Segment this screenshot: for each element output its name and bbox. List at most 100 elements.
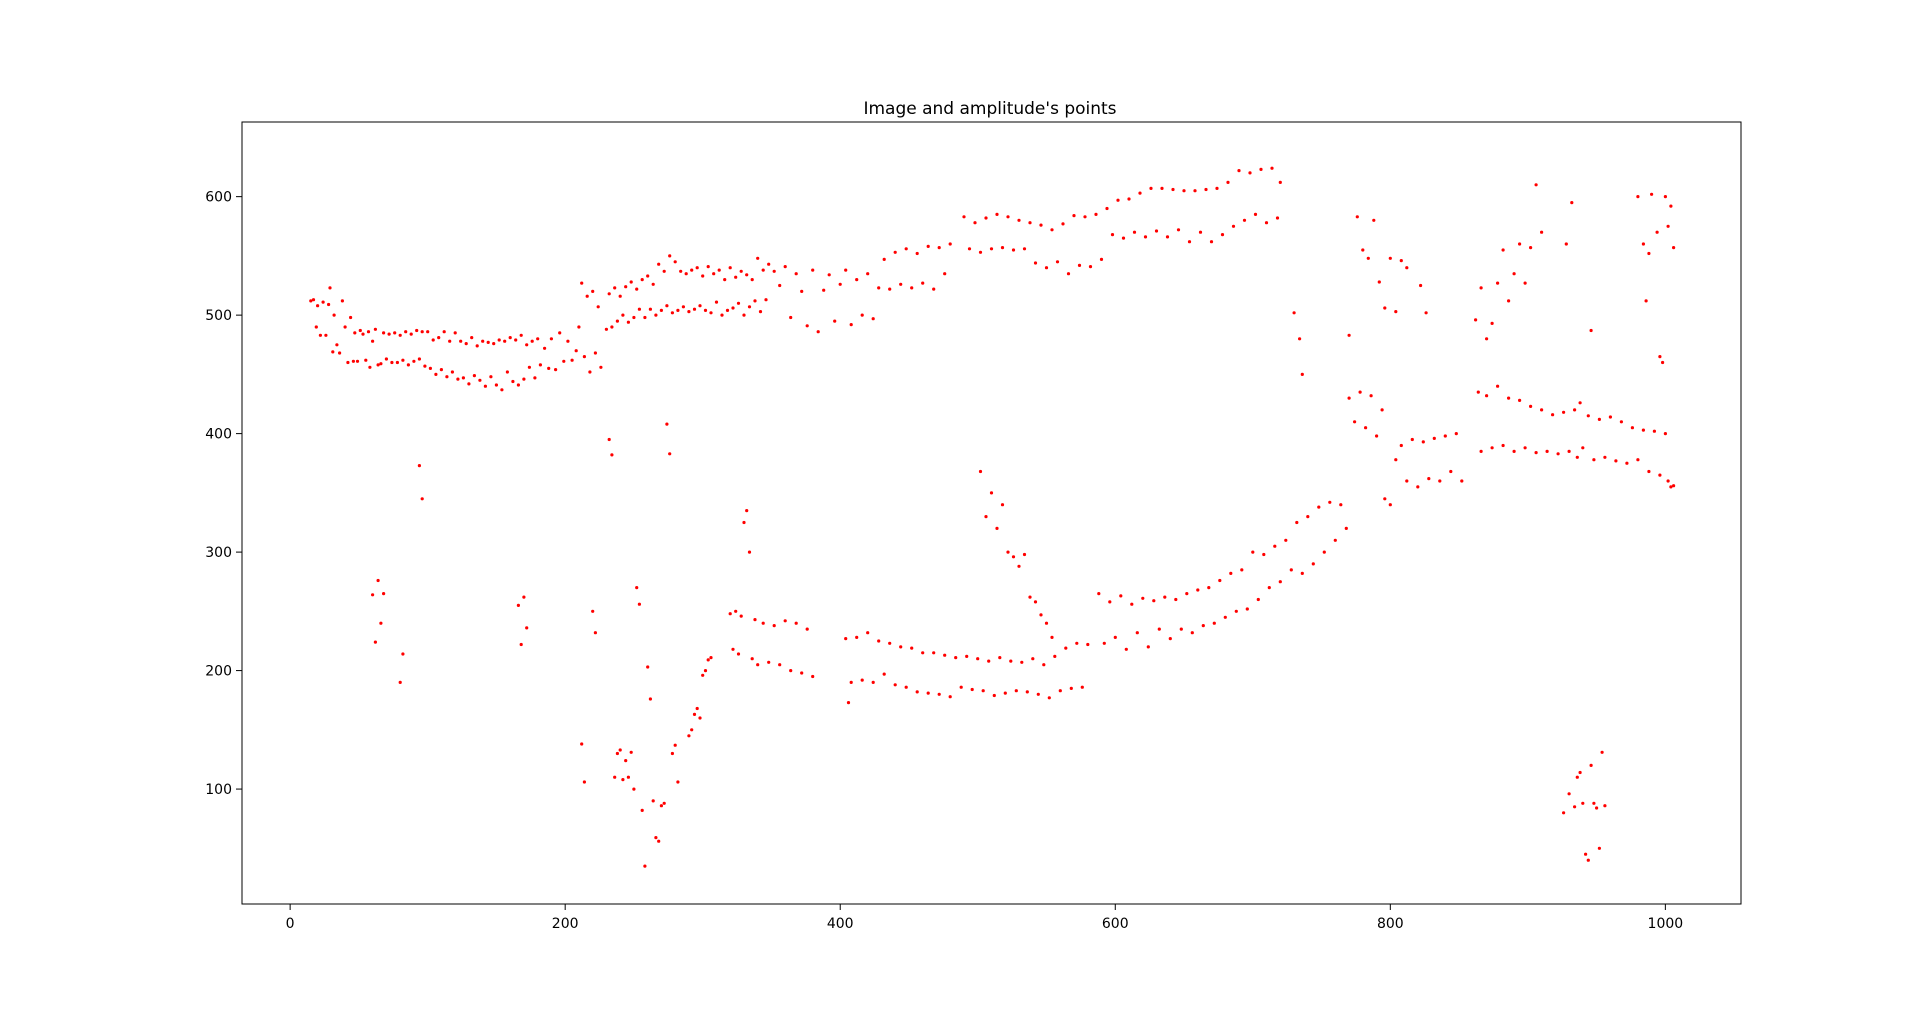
scatter-point [794,272,798,276]
scatter-point [626,775,631,779]
scatter-point [316,304,320,308]
scatter-point [376,363,380,367]
scatter-point [1022,247,1027,251]
scatter-point [543,346,547,350]
scatter-point [948,695,952,699]
scatter-point [1099,257,1104,261]
scatter-point [1237,169,1241,173]
scatter-point [1581,801,1585,805]
scatter-point [789,669,793,673]
scatter-point [1270,166,1274,170]
scatter-point [629,280,633,284]
scatter-point [1278,580,1282,584]
scatter-point [684,272,688,276]
scatter-point [915,251,919,256]
scatter-point [1044,621,1049,625]
scatter-point [401,652,405,656]
scatter-point [676,308,680,312]
scatter-point [1152,599,1156,603]
scatter-point [1658,473,1662,477]
scatter-point [604,327,609,331]
scatter-point [371,339,375,343]
scatter-point [665,422,669,426]
scatter-point [1000,246,1005,250]
scatter-point [706,658,710,662]
scatter-point [1080,685,1084,689]
scatter-point [725,308,730,312]
scatter-point [965,654,969,659]
scatter-point [1523,446,1527,450]
scatter-point [888,641,892,645]
scatter-point [893,250,897,254]
scatter-point [866,631,870,635]
scatter-point [849,680,853,685]
scatter-point [1545,449,1549,453]
scatter-point [692,712,697,717]
scatter-point [1039,613,1043,617]
scatter-point [366,330,371,334]
scatter-point [717,268,721,272]
scatter-point [1564,242,1568,246]
scatter-point [1121,236,1126,240]
scatter-point [327,302,331,307]
scatter-point [1399,259,1403,263]
scatter-point [1619,420,1623,424]
scatter-point [1562,811,1566,815]
scatter-point [764,298,768,302]
y-tick-label: 600 [205,190,232,206]
scatter-point [626,320,631,324]
scatter-point [530,339,534,343]
scatter-point [1399,443,1403,448]
scatter-point [618,748,622,752]
scatter-point [1372,218,1376,222]
scatter-point [1218,578,1222,583]
scatter-point [486,340,490,344]
scatter-point [1061,222,1065,226]
scatter-point [1033,600,1038,604]
scatter-point [739,614,743,618]
scatter-point [1042,663,1046,667]
scatter-point [1416,485,1420,489]
scatter-point [1077,263,1082,267]
scatter-point [761,621,765,625]
scatter-point [783,619,787,623]
scatter-point [364,358,368,362]
scatter-point [321,300,325,304]
scatter-point [844,637,848,641]
scatter-point [1589,763,1593,768]
scatter-point [382,331,386,335]
scatter-point [1421,440,1425,444]
scatter-point [1669,204,1673,208]
scatter-point [599,365,603,369]
scatter-point [618,294,622,298]
scatter-point [1176,228,1181,232]
scatter-point [1284,538,1288,542]
scatter-point [1069,686,1073,691]
scatter-point [1380,408,1384,412]
scatter-point [899,645,903,649]
scatter-point [1198,230,1203,234]
scatter-point [657,262,661,266]
scatter-point [1171,187,1175,192]
scatter-point [758,310,763,314]
scatter-point [676,780,680,784]
scatter-point [615,319,620,323]
scatter-point [562,359,566,363]
x-tick-label: 0 [286,916,295,932]
scatter-point [657,839,661,843]
scatter-point [516,383,521,387]
scatter-point [1300,571,1304,576]
scatter-point [1361,248,1365,252]
scatter-point [527,365,532,369]
scatter-point [492,342,496,346]
scatter-point [353,331,357,335]
scatter-point [1394,310,1398,314]
scatter-point [453,331,457,335]
scatter-point [750,657,754,661]
scatter-point [1110,233,1115,237]
scatter-point [703,669,708,673]
scatter-point [1603,455,1607,459]
chart-title: Image and amplitude's points [863,99,1116,119]
scatter-point [503,339,507,343]
scatter-point [1141,596,1145,600]
